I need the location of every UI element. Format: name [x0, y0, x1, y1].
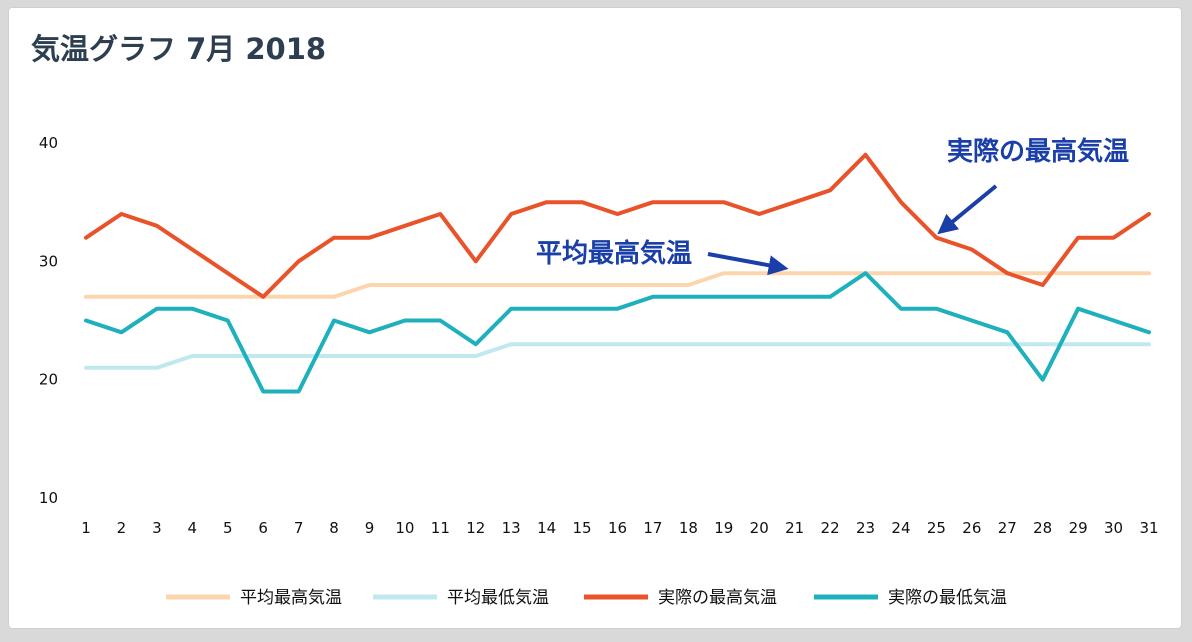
x-tick-label-11: 11: [431, 519, 450, 537]
x-tick-label-21: 21: [785, 519, 804, 537]
x-tick-label-6: 6: [258, 519, 268, 537]
x-tick-label-22: 22: [821, 519, 840, 537]
y-tick-label-20: 20: [39, 371, 58, 389]
x-tick-label-30: 30: [1104, 519, 1123, 537]
annotation-arrow-2: [707, 252, 789, 276]
x-tick-label-15: 15: [573, 519, 592, 537]
x-tick-label-2: 2: [117, 519, 127, 537]
series-line-3: [84, 152, 1151, 299]
x-tick-label-1: 1: [81, 519, 91, 537]
x-tick-label-12: 12: [466, 519, 485, 537]
x-tick-label-26: 26: [962, 519, 981, 537]
x-tick-label-8: 8: [329, 519, 339, 537]
x-tick-label-17: 17: [643, 519, 662, 537]
chart-card: 気温グラフ 7月 2018: [8, 7, 1182, 629]
x-tick-label-14: 14: [537, 519, 556, 537]
x-tick-label-28: 28: [1033, 519, 1052, 537]
x-tick-label-10: 10: [395, 519, 414, 537]
annotation-arrow-1: [937, 184, 998, 235]
chart-title: 気温グラフ 7月 2018: [31, 32, 327, 66]
x-tick-label-29: 29: [1069, 519, 1088, 537]
x-tick-label-18: 18: [679, 519, 698, 537]
legend-label-3: 実際の最高気温: [658, 588, 777, 608]
annotation-label-1: 実際の最高気温: [947, 136, 1129, 167]
annotation-label-2: 平均最高気温: [536, 238, 692, 269]
series-line-2: [84, 342, 1151, 370]
legend-label-4: 実際の最低気温: [888, 588, 1007, 608]
legend-label-2: 平均最低気温: [447, 588, 549, 608]
x-tick-label-9: 9: [365, 519, 375, 537]
x-tick-label-24: 24: [891, 519, 910, 537]
x-tick-label-23: 23: [856, 519, 875, 537]
x-tick-label-13: 13: [502, 519, 521, 537]
y-tick-label-30: 30: [39, 252, 58, 270]
x-tick-label-5: 5: [223, 519, 233, 537]
x-tick-label-19: 19: [714, 519, 733, 537]
x-tick-label-20: 20: [750, 519, 769, 537]
series-line-4: [84, 271, 1151, 394]
x-tick-label-4: 4: [188, 519, 198, 537]
x-tick-label-31: 31: [1139, 519, 1158, 537]
x-tick-label-7: 7: [294, 519, 304, 537]
x-tick-label-25: 25: [927, 519, 946, 537]
x-tick-label-16: 16: [608, 519, 627, 537]
y-tick-label-10: 10: [39, 489, 58, 507]
x-tick-label-3: 3: [152, 519, 162, 537]
legend-label-1: 平均最高気温: [240, 588, 342, 608]
y-tick-label-40: 40: [39, 134, 58, 152]
x-tick-label-27: 27: [998, 519, 1017, 537]
